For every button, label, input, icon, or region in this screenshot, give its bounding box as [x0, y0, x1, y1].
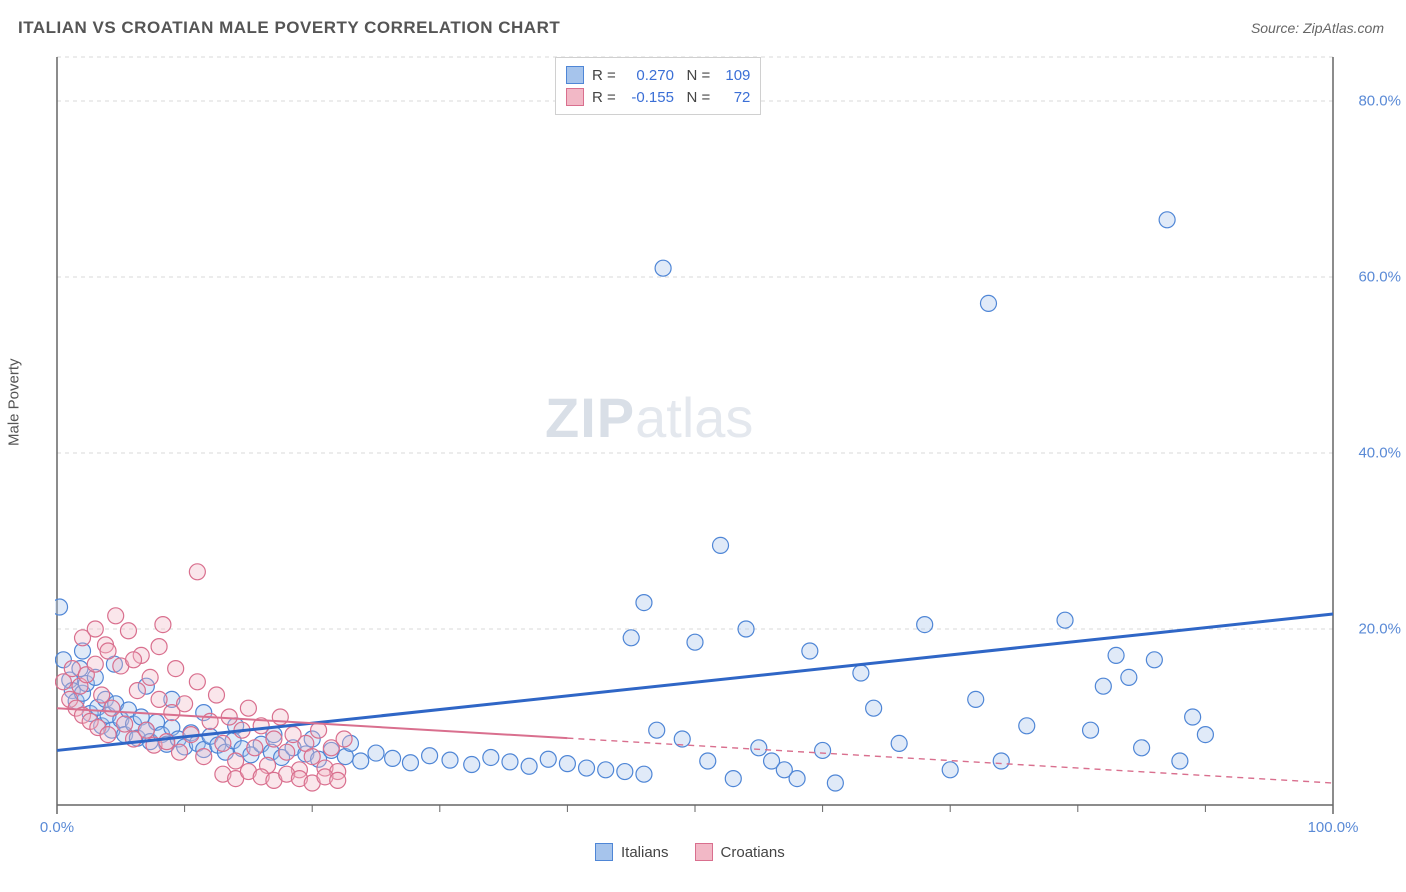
legend-swatch [595, 843, 613, 861]
legend-label: Italians [621, 844, 669, 861]
legend-swatch [695, 843, 713, 861]
x-tick-label: 100.0% [1308, 819, 1359, 836]
chart-container: ITALIAN VS CROATIAN MALE POVERTY CORRELA… [0, 0, 1406, 892]
correlation-legend: R = 0.270 N = 109 R = -0.155 N = 72 [555, 57, 761, 115]
y-axis-label: Male Poverty [6, 358, 23, 446]
x-tick-label: 0.0% [40, 819, 74, 836]
source-label: Source: [1251, 20, 1303, 36]
legend-label: Croatians [721, 844, 785, 861]
scatter-plot-svg [55, 55, 1335, 835]
y-tick-label: 60.0% [1358, 269, 1401, 286]
y-tick-label: 80.0% [1358, 93, 1401, 110]
legend-stats: R = -0.155 N = 72 [592, 89, 750, 106]
series-legend: Italians Croatians [595, 843, 785, 861]
legend-item: Croatians [695, 843, 785, 861]
legend-item: Italians [595, 843, 669, 861]
legend-swatch [566, 88, 584, 106]
legend-row: R = 0.270 N = 109 [566, 64, 750, 86]
source-credit: Source: ZipAtlas.com [1251, 20, 1384, 36]
plot-area: ZIPatlas R = 0.270 N = 109R = -0.155 N =… [55, 55, 1335, 835]
legend-row: R = -0.155 N = 72 [566, 86, 750, 108]
y-tick-label: 40.0% [1358, 445, 1401, 462]
legend-stats: R = 0.270 N = 109 [592, 67, 750, 84]
chart-title: ITALIAN VS CROATIAN MALE POVERTY CORRELA… [18, 18, 560, 38]
source-name: ZipAtlas.com [1303, 20, 1384, 36]
legend-swatch [566, 66, 584, 84]
y-tick-label: 20.0% [1358, 621, 1401, 638]
